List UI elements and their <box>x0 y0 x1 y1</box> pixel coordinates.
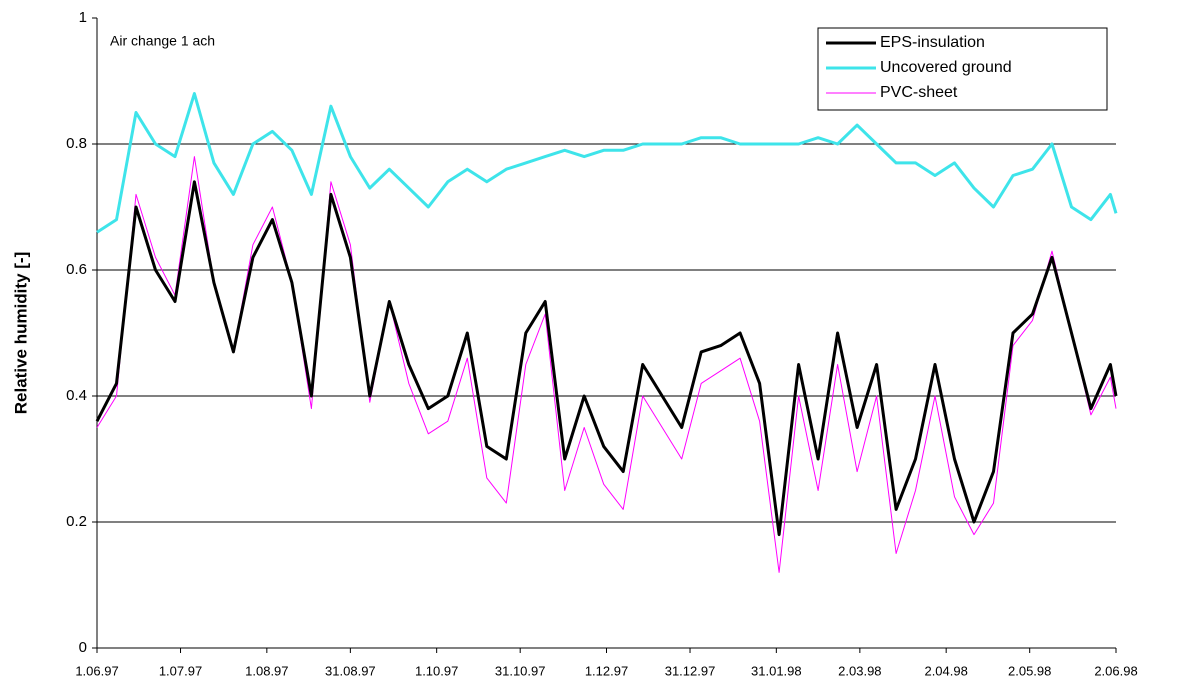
y-tick-label: 1 <box>79 9 87 26</box>
y-tick-label: 0.8 <box>66 135 87 152</box>
y-tick-label: 0.6 <box>66 261 87 278</box>
x-tick-label: 31.01.98 <box>751 663 802 678</box>
x-tick-label: 1.06.97 <box>75 663 118 678</box>
y-tick-label: 0.2 <box>66 513 87 530</box>
x-tick-label: 31.10.97 <box>495 663 546 678</box>
x-tick-label: 1.08.97 <box>245 663 288 678</box>
x-tick-label: 31.08.97 <box>325 663 376 678</box>
legend-label: PVC-sheet <box>880 84 958 101</box>
y-tick-label: 0.4 <box>66 387 87 404</box>
x-tick-label: 31.12.97 <box>665 663 716 678</box>
series-line <box>96 92 1118 234</box>
series-line <box>96 156 1117 573</box>
x-tick-label: 1.07.97 <box>159 663 202 678</box>
x-tick-label: 2.03.98 <box>838 663 881 678</box>
legend-label: EPS-insulation <box>880 34 985 51</box>
x-tick-label: 1.12.97 <box>585 663 628 678</box>
legend-label: Uncovered ground <box>880 59 1012 76</box>
x-tick-label: 1.10.97 <box>415 663 458 678</box>
series-line <box>95 180 1118 537</box>
x-tick-label: 2.04.98 <box>924 663 967 678</box>
y-axis-label: Relative humidity [-] <box>11 252 30 414</box>
annotation: Air change 1 ach <box>110 33 215 49</box>
y-tick-label: 0 <box>79 639 87 656</box>
x-tick-label: 2.05.98 <box>1008 663 1051 678</box>
x-tick-label: 2.06.98 <box>1094 663 1137 678</box>
